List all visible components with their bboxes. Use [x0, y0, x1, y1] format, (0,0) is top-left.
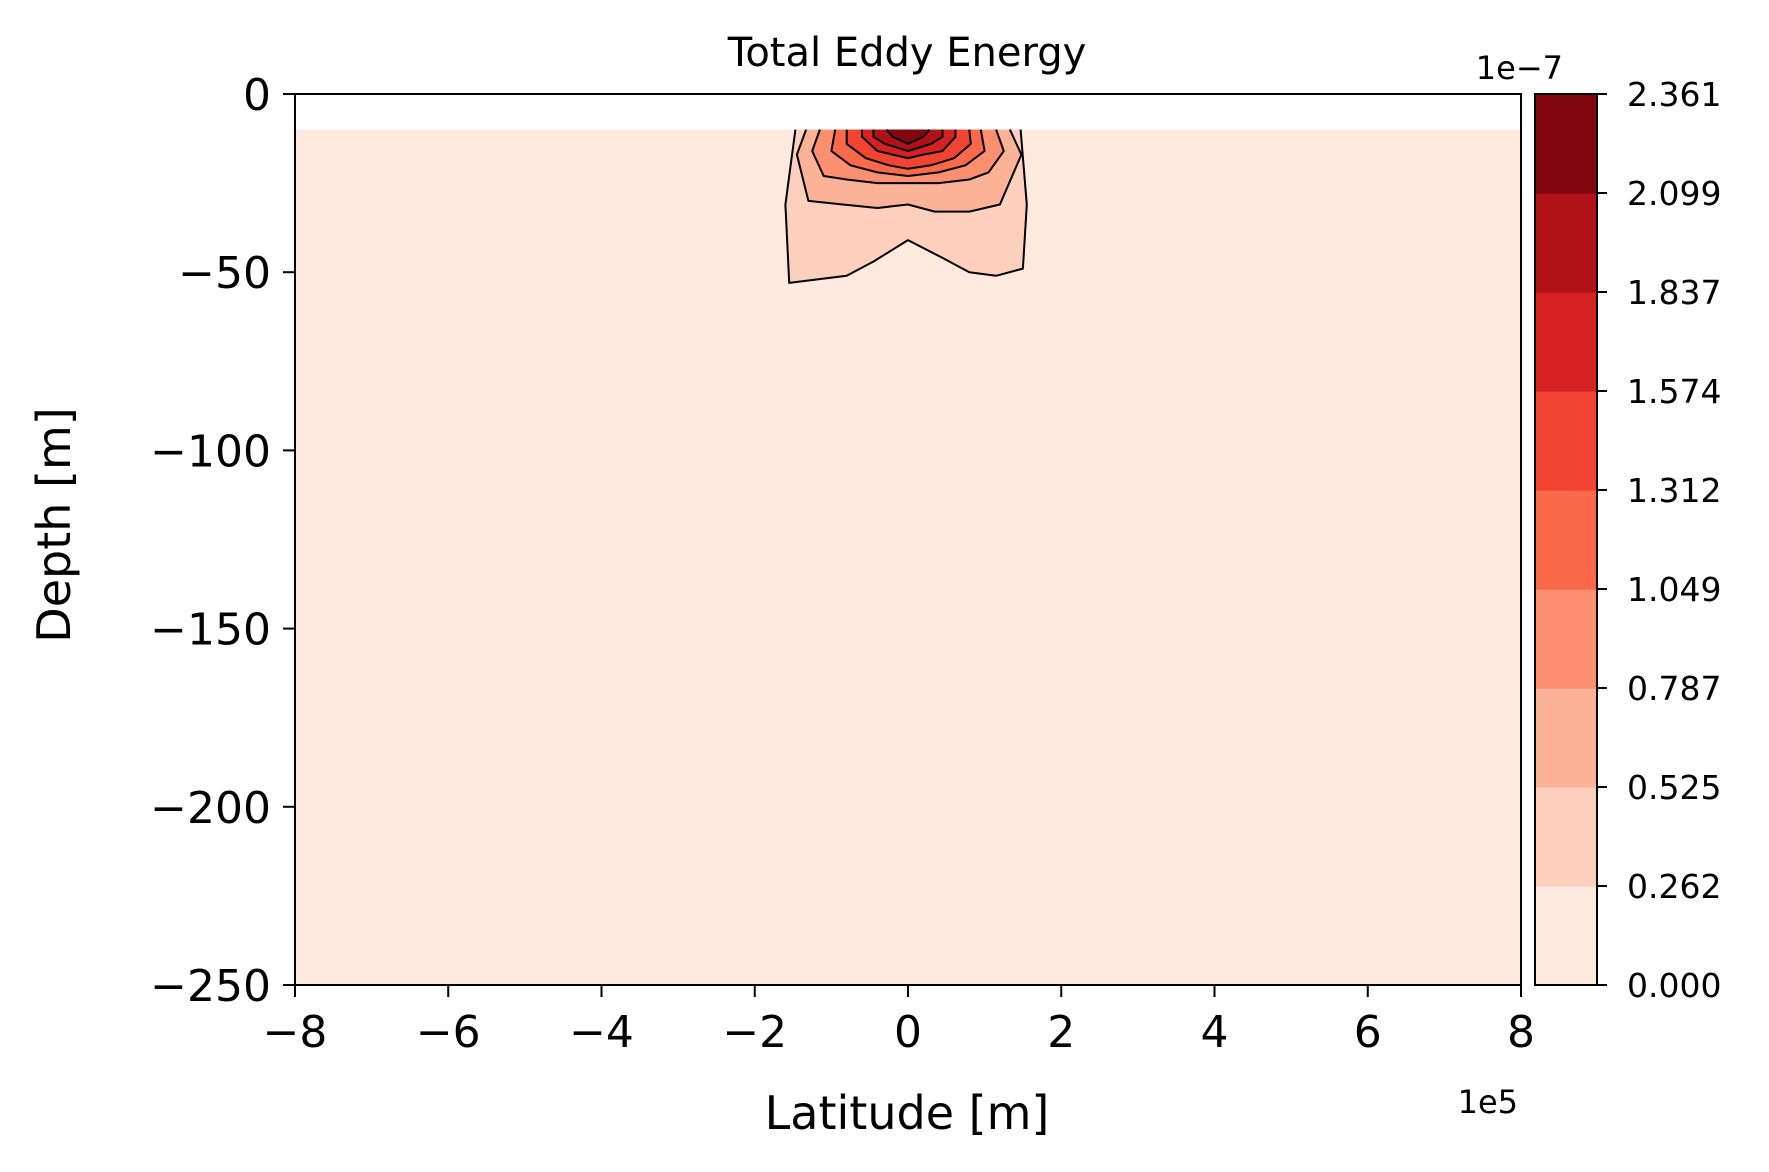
colorbar-tick-label: 1.049	[1627, 570, 1721, 609]
colorbar-tick-label: 0.525	[1627, 768, 1721, 807]
colorbar-segment-1	[1535, 787, 1597, 887]
colorbar-segment-3	[1535, 589, 1597, 689]
colorbar-tick-label: 0.000	[1627, 966, 1721, 1005]
contour-lines	[784, 128, 1028, 284]
contour-fill-7	[886, 129, 930, 144]
colorbar-tick-label: 2.361	[1627, 75, 1721, 114]
colorbar-segment-0	[1535, 886, 1597, 986]
colorbar-segment-2	[1535, 688, 1597, 788]
contour-line-3	[830, 129, 986, 177]
x-tick-label: −8	[263, 1007, 328, 1058]
x-tick-label: 8	[1507, 1007, 1535, 1058]
x-tick-label: 2	[1047, 1007, 1075, 1058]
y-axis: 0 −50 −100 −150 −200 −250	[150, 70, 295, 1012]
contour-line-4	[845, 129, 972, 170]
x-tick-label: 4	[1201, 1007, 1229, 1058]
colorbar-tick-label: 1.312	[1627, 471, 1721, 510]
y-tick-label: −250	[150, 961, 271, 1012]
colorbar-tick-label: 0.262	[1627, 867, 1721, 906]
colorbar-frame	[1534, 93, 1598, 986]
x-tick-label: −6	[416, 1007, 481, 1058]
y-axis-label: Depth [m]	[27, 407, 81, 642]
y-tick-label: −200	[150, 783, 271, 834]
colorbar-segment-7	[1535, 193, 1597, 293]
colorbar-offset-text: 1e−7	[1476, 49, 1563, 87]
colorbar-segment-5	[1535, 391, 1597, 491]
y-tick-label: 0	[243, 70, 271, 121]
x-axis-label: Latitude [m]	[765, 1086, 1050, 1140]
contour-line-2	[811, 129, 1005, 185]
colorbar-tick-label: 1.574	[1627, 372, 1721, 411]
contour-line-0	[784, 129, 1028, 284]
y-tick-label: −50	[178, 248, 271, 299]
x-tick-label: 0	[894, 1007, 922, 1058]
x-axis-offset-text: 1e5	[1458, 1083, 1518, 1121]
contour-line-5	[861, 129, 957, 160]
data-region-fill	[295, 129, 1521, 985]
y-tick-label: −150	[150, 605, 271, 656]
x-tick-label: −4	[569, 1007, 634, 1058]
x-tick-label: 6	[1354, 1007, 1382, 1058]
y-tick-label: −100	[150, 426, 271, 477]
colorbar: 0.000 0.262 0.525 0.787 1.049 1.312 1.574 1.837…	[1534, 75, 1721, 1005]
contour-line-7	[885, 128, 931, 145]
colorbar-segment-4	[1535, 490, 1597, 590]
x-tick-label: −2	[722, 1007, 787, 1058]
contour-line-1	[795, 129, 1023, 213]
contour-line-6	[872, 129, 944, 152]
chart-title: Total Eddy Energy	[727, 30, 1087, 76]
colorbar-tick-label: 2.099	[1627, 174, 1721, 213]
colorbar-segment-8	[1535, 94, 1597, 194]
x-axis: −8 −6 −4 −2 0 2 4 6 8	[263, 985, 1535, 1058]
colorbar-tick-label: 1.837	[1627, 273, 1721, 312]
colorbar-tick-label: 0.787	[1627, 669, 1721, 708]
colorbar-segment-6	[1535, 292, 1597, 392]
plot-area	[294, 93, 1522, 986]
